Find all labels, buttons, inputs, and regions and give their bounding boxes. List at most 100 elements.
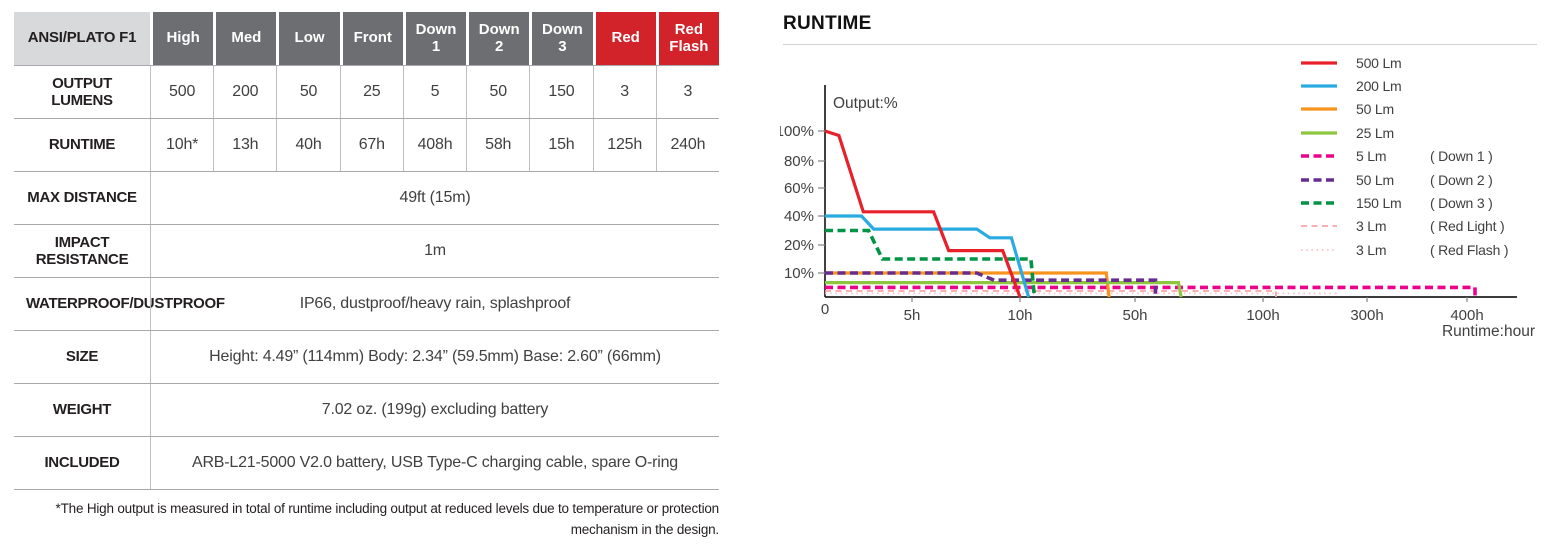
legend-label: 50 Lm — [1356, 171, 1394, 188]
runtime-cell: 10h* — [150, 119, 213, 171]
runtime-cell: 67h — [339, 119, 403, 171]
x-tick-label: 400h — [1450, 307, 1483, 324]
header-cell-product-standard: ANSI/PLATO F1 — [14, 12, 150, 65]
runtime-cell: 15h — [529, 119, 592, 171]
legend-line-sample — [1301, 131, 1337, 135]
legend-mode-label: ( Red Flash ) — [1430, 241, 1509, 258]
title-divider — [783, 44, 1537, 45]
row-label: IMPACT RESISTANCE — [35, 233, 129, 268]
y-axis-title: Output:% — [833, 95, 898, 112]
chart-legend: 500 Lm 200 Lm 50 Lm 25 Lm 5 Lm ( Down 1 ) 50 L… — [1300, 51, 1509, 262]
legend-label: 3 Lm — [1356, 241, 1387, 258]
legend-line-sample — [1301, 177, 1337, 182]
legend-item: 3 Lm ( Red Flash ) — [1300, 238, 1509, 261]
output-lumens-cell: 150 — [529, 66, 592, 118]
row-label: WATERPROOF/DUSTPROOF — [26, 295, 225, 313]
x-axis-title: Runtime:hour — [1442, 323, 1535, 340]
legend-label: 5 Lm — [1356, 148, 1387, 165]
legend-item: 200 Lm — [1300, 74, 1508, 97]
series-line-3-lm — [825, 290, 1277, 297]
impact-resistance-value: 1m — [150, 225, 719, 277]
row-weight: WEIGHT 7.02 oz. (199g) excluding battery — [14, 384, 719, 437]
series-line-200-lm — [825, 214, 1031, 298]
legend-mode-label: ( Down 2 ) — [1430, 171, 1493, 188]
x-tick-label: 10h — [1007, 307, 1032, 324]
row-label: INCLUDED — [44, 454, 120, 472]
output-lumens-cell: 50 — [466, 66, 529, 118]
legend-mode-label: ( Down 3 ) — [1430, 195, 1493, 212]
header-cell-mode-med: Med — [213, 12, 277, 65]
size-value: Height: 4.49” (114mm) Body: 2.34” (59.5m… — [150, 331, 719, 383]
row-label: MAX DISTANCE — [27, 189, 137, 207]
legend-line-sample — [1301, 107, 1337, 112]
legend-label: 150 Lm — [1356, 195, 1402, 212]
legend-item: 5 Lm ( Down 1 ) — [1300, 145, 1508, 168]
legend-line-sample — [1301, 61, 1337, 65]
header-cell-mode-red: Red — [592, 12, 656, 65]
output-lumens-cell: 500 — [150, 66, 213, 118]
row-label: WEIGHT — [52, 401, 112, 419]
legend-item: 3 Lm ( Red Light ) — [1300, 215, 1508, 238]
runtime-cell: 240h — [655, 119, 719, 171]
header-cell-mode-high: High — [150, 12, 214, 65]
legend-line-sample — [1301, 84, 1337, 88]
included-value: ARB-L21-5000 V2.0 battery, USB Type-C ch… — [150, 437, 719, 489]
header-cell-mode-down1: Down 1 — [402, 12, 467, 65]
output-lumens-cell: 3 — [655, 66, 719, 118]
legend-mode-label: ( Down 1 ) — [1430, 148, 1493, 165]
header-cell-mode-front: Front — [339, 12, 403, 65]
series-line-500-lm — [824, 129, 1022, 298]
runtime-cell: 125h — [592, 119, 656, 171]
x-tick-label: 5h — [904, 307, 921, 324]
series-line-3-lm — [825, 292, 1337, 297]
header-cell-mode-down3: Down 3 — [529, 12, 593, 65]
row-included: INCLUDED ARB-L21-5000 V2.0 battery, USB … — [14, 437, 719, 490]
output-lumens-cell: 200 — [213, 66, 276, 118]
runtime-cell: 58h — [466, 119, 529, 171]
output-lumens-cell: 3 — [592, 66, 656, 118]
legend-label: 50 Lm — [1356, 101, 1394, 118]
legend-item: 500 Lm — [1300, 51, 1508, 74]
runtime-chart-panel: RUNTIME 100% 80% 60% 40% 20% 10% 0 5h 10h 50h 100h… — [780, 0, 1558, 559]
y-tick-label: 40% — [784, 208, 814, 225]
runtime-line-chart: 100% 80% 60% 40% 20% 10% 0 5h 10h 50h 100h 300h 400h… — [780, 85, 1535, 340]
y-tick-label: 80% — [784, 153, 814, 170]
legend-item: 50 Lm — [1300, 98, 1508, 121]
x-tick-label: 50h — [1122, 307, 1147, 324]
spec-table: ANSI/PLATO F1 High Med Low Front Down 1 … — [14, 12, 719, 541]
legend-label: 500 Lm — [1356, 54, 1402, 71]
header-cell-mode-down2: Down 2 — [466, 12, 530, 65]
row-impact-resistance: IMPACT RESISTANCE 1m — [14, 225, 719, 278]
runtime-cell: 408h — [402, 119, 466, 171]
row-output-lumens: OUTPUT LUMENS 500 200 50 25 5 50 150 3 3 — [14, 66, 719, 119]
max-distance-value: 49ft (15m) — [150, 172, 719, 224]
legend-item: 25 Lm — [1300, 121, 1508, 144]
runtime-cell: 13h — [213, 119, 276, 171]
row-label: RUNTIME — [48, 136, 116, 154]
output-lumens-cell: 5 — [402, 66, 466, 118]
table-footnote: *The High output is measured in total of… — [55, 501, 720, 537]
x-tick-label: 100h — [1246, 307, 1279, 324]
legend-label: 25 Lm — [1356, 124, 1394, 141]
waterproof-value: IP66, dustproof/heavy rain, splashproof — [150, 278, 719, 330]
series-line-5-lm — [825, 285, 1477, 297]
row-runtime: RUNTIME 10h* 13h 40h 67h 408h 58h 15h 12… — [14, 119, 719, 172]
legend-item: 50 Lm ( Down 2 ) — [1300, 168, 1508, 191]
weight-value: 7.02 oz. (199g) excluding battery — [150, 384, 719, 436]
legend-label: 200 Lm — [1356, 78, 1402, 95]
legend-line-sample — [1301, 225, 1337, 228]
row-max-distance: MAX DISTANCE 49ft (15m) — [14, 172, 719, 225]
legend-label: 3 Lm — [1356, 218, 1387, 235]
legend-line-sample — [1301, 154, 1337, 159]
y-tick-label: 100% — [780, 123, 814, 140]
header-row: ANSI/PLATO F1 High Med Low Front Down 1 … — [14, 12, 719, 66]
legend-line-sample — [1301, 201, 1337, 205]
series-line-50-lm — [825, 271, 1158, 297]
row-label: OUTPUT LUMENS — [51, 74, 113, 109]
x-tick-label: 300h — [1350, 307, 1383, 324]
output-lumens-cell: 25 — [339, 66, 403, 118]
header-cell-mode-red-flash: Red Flash — [655, 12, 719, 65]
legend-line-sample — [1301, 248, 1337, 251]
x-tick-label: 0 — [821, 301, 829, 318]
